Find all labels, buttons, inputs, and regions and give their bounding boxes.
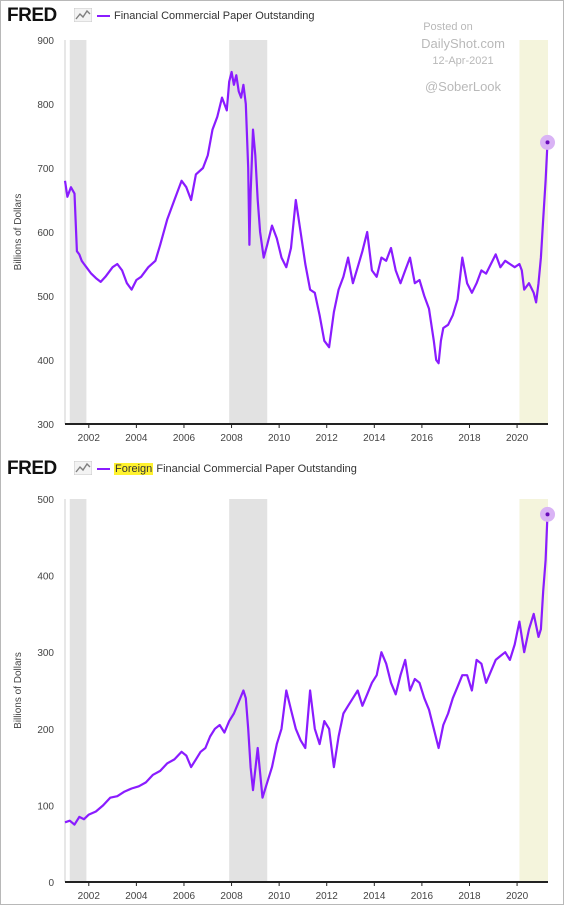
x-tick-label: 2012 — [316, 433, 339, 444]
y-tick-label: 400 — [37, 356, 54, 367]
x-tick-label: 2014 — [363, 891, 386, 902]
y-tick-label: 300 — [37, 420, 54, 431]
watermark-handle: @SoberLook — [424, 79, 502, 94]
last-point-marker — [545, 140, 550, 145]
watermark-posted: Posted on — [423, 21, 473, 33]
x-tick-label: 2012 — [316, 891, 339, 902]
x-tick-label: 2006 — [173, 891, 196, 902]
x-tick-label: 2008 — [220, 891, 243, 902]
x-tick-label: 2006 — [173, 433, 196, 444]
watermark: Posted on DailyShot.com 12-Apr-2021 @Sob… — [403, 21, 523, 94]
y-tick-label: 700 — [37, 164, 54, 175]
x-tick-label: 2010 — [268, 433, 291, 444]
x-tick-label: 2020 — [506, 891, 529, 902]
y-axis-title: Billions of Dollars — [13, 194, 24, 271]
x-tick-label: 2014 — [363, 433, 386, 444]
x-tick-label: 2002 — [78, 891, 101, 902]
x-tick-label: 2004 — [125, 891, 148, 902]
x-tick-label: 2010 — [268, 891, 291, 902]
y-tick-label: 300 — [37, 648, 54, 659]
y-tick-label: 800 — [37, 100, 54, 111]
y-tick-label: 900 — [37, 36, 54, 47]
x-tick-label: 2002 — [78, 433, 101, 444]
y-tick-label: 200 — [37, 725, 54, 736]
x-tick-label: 2018 — [458, 433, 481, 444]
y-tick-label: 600 — [37, 228, 54, 239]
legend-swatch — [97, 15, 110, 18]
last-point-marker — [545, 512, 550, 517]
recession-band — [69, 499, 87, 882]
fred-logo: FRED — [7, 458, 57, 479]
legend-top: Financial Commercial Paper Outstanding — [97, 10, 315, 22]
x-tick-label: 2004 — [125, 433, 148, 444]
legend-series-name: Financial Commercial Paper Outstanding — [114, 10, 315, 22]
y-tick-label: 500 — [37, 292, 54, 303]
x-tick-label: 2016 — [411, 433, 434, 444]
fred-logo: FRED — [7, 5, 57, 26]
recession-band — [519, 40, 548, 424]
fred-logo-chart-icon — [74, 8, 92, 22]
legend-highlight-word: Foreign — [114, 463, 154, 475]
watermark-date: 12-Apr-2021 — [432, 55, 494, 67]
series-line — [63, 70, 549, 365]
legend-swatch — [97, 468, 110, 471]
x-tick-label: 2020 — [506, 433, 529, 444]
fred-logo-chart-icon — [74, 461, 92, 475]
y-tick-label: 500 — [37, 495, 54, 506]
chart-panel-bottom: FRED Foreign Financial Commercial Paper … — [1, 454, 564, 906]
chart-bottom-plot: 0 100 200 300 400 500 2002 2004 2006 2008 2010 2012… — [13, 495, 556, 902]
recession-band — [519, 499, 548, 882]
y-axis-title: Billions of Dollars — [13, 652, 24, 729]
x-tick-label: 2008 — [220, 433, 243, 444]
chart-top-plot: 300 400 500 600 700 800 900 2002 2004 2006 2008 201… — [13, 36, 556, 444]
recession-band — [229, 499, 268, 882]
y-tick-label: 0 — [48, 878, 54, 889]
legend-bottom: Foreign Financial Commercial Paper Outst… — [97, 463, 357, 475]
chart-panel-top: FRED Financial Commercial Paper Outstand… — [1, 1, 564, 453]
x-tick-label: 2016 — [411, 891, 434, 902]
watermark-site: DailyShot.com — [421, 36, 505, 51]
series-line — [64, 514, 549, 826]
y-tick-label: 400 — [37, 572, 54, 583]
recession-band — [69, 40, 87, 424]
x-tick-label: 2018 — [458, 891, 481, 902]
y-tick-label: 100 — [37, 801, 54, 812]
legend-series-name: Financial Commercial Paper Outstanding — [156, 463, 357, 475]
